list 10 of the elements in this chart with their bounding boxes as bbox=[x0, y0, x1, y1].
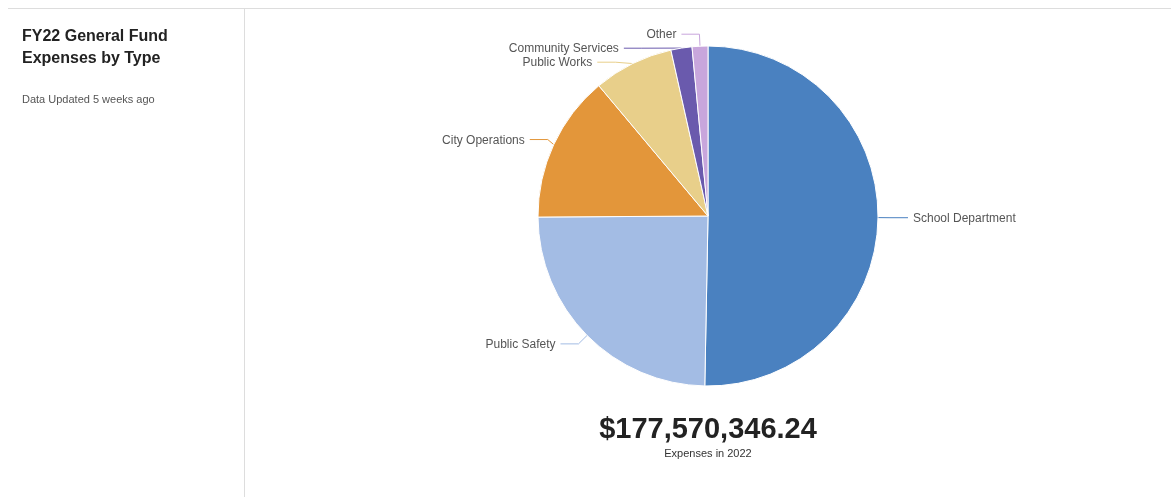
text: FY22 General Fund Expenses by Type bbox=[22, 26, 169, 68]
slice-label: Other bbox=[646, 27, 677, 42]
slice-label: School Department bbox=[912, 210, 1017, 225]
slice-label: City Operations bbox=[442, 132, 525, 147]
text: Expenses in 2022 bbox=[663, 447, 753, 459]
slice-label: Public Safety bbox=[485, 336, 556, 351]
slice-label: Public Works bbox=[522, 55, 593, 70]
slice-label: Community Services bbox=[508, 41, 619, 56]
text: Data Updated 5 weeks ago bbox=[22, 93, 155, 105]
text: $177,570,346.24 bbox=[598, 412, 818, 445]
